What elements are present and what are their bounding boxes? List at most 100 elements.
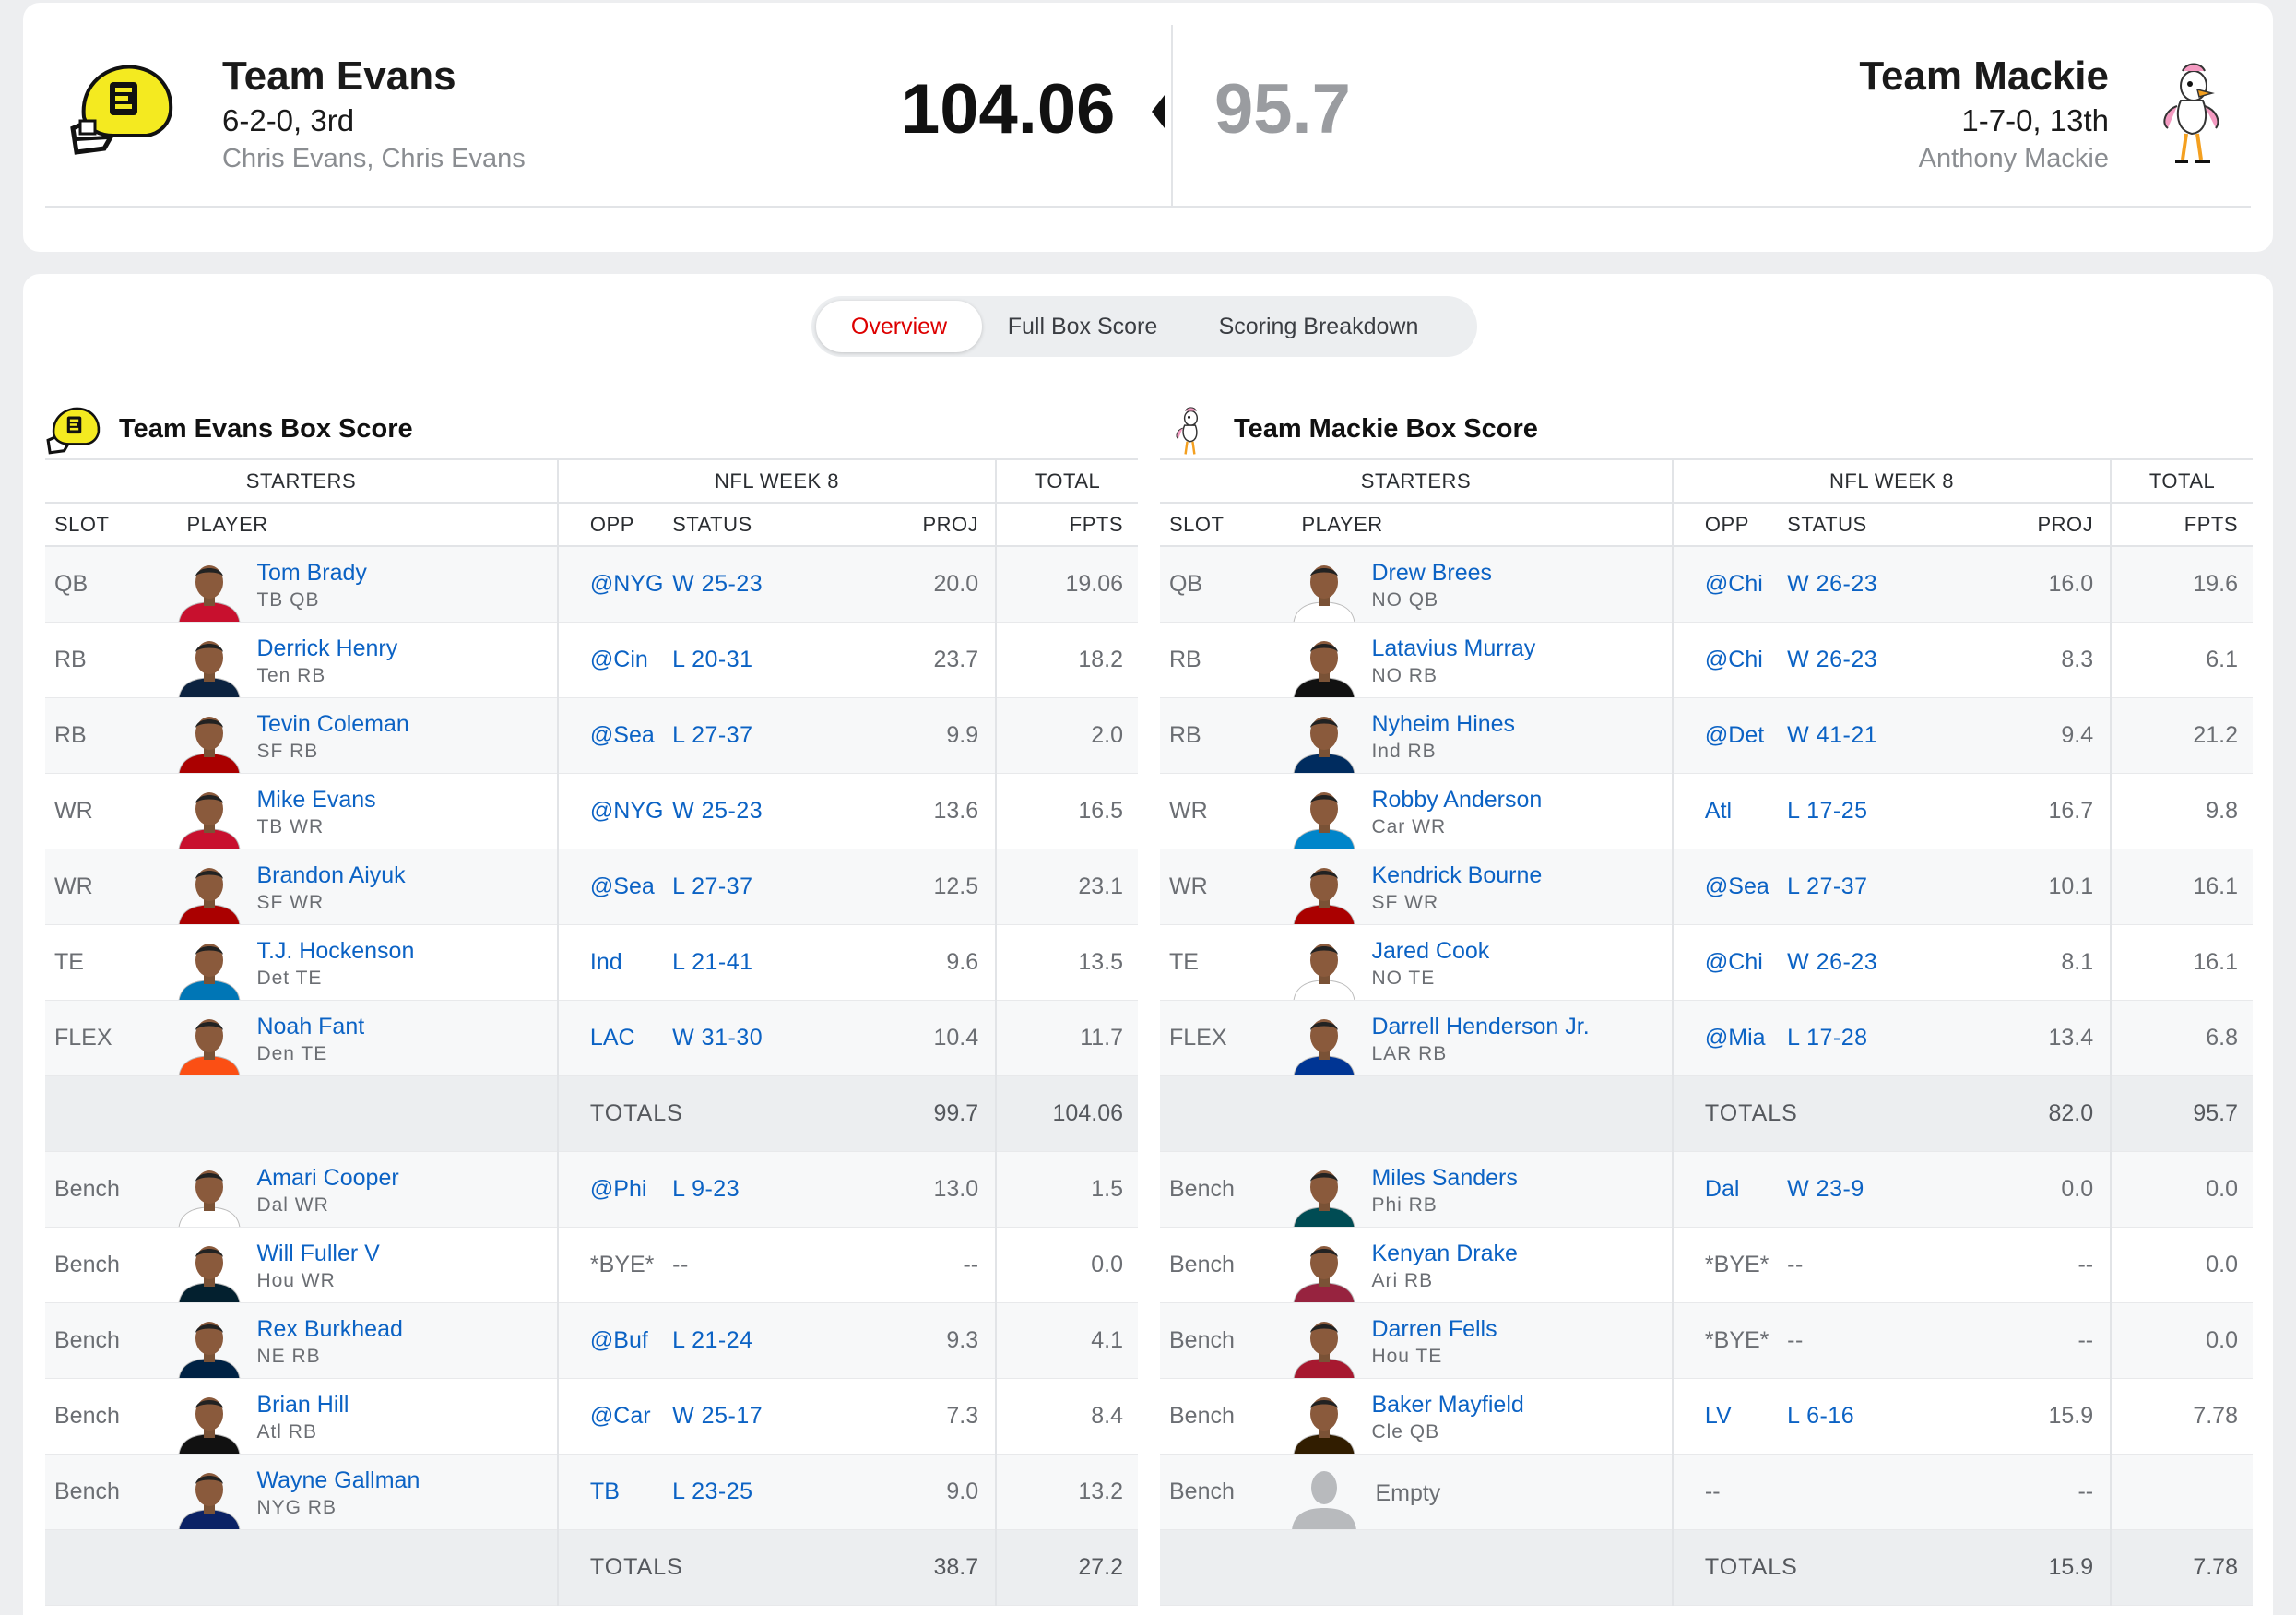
game-status-link[interactable]: W 31-30 [663,1000,850,1076]
opponent-link[interactable]: TB [557,1454,664,1530]
projected-points: 15.9 [1964,1378,2113,1455]
week-header: NFL WEEK 8 [557,458,998,503]
player-name-link[interactable]: Tom Brady [256,560,367,586]
total-fantasy-points: 27.2 [996,1529,1138,1606]
opponent-link[interactable]: Atl [1672,773,1779,849]
status-column-header: STATUS [1778,502,1965,547]
opponent-link[interactable]: @Sea [557,849,664,925]
player-name-link[interactable]: Robby Anderson [1371,786,1543,813]
opponent-link[interactable]: @Car [557,1378,664,1455]
game-status-link[interactable]: L 21-41 [663,924,850,1001]
player-name-link[interactable]: Nyheim Hines [1371,710,1516,737]
opponent-link[interactable]: @Sea [557,697,664,774]
game-status-link[interactable]: L 20-31 [663,622,850,698]
player-team-position: Phi RB [1371,1193,1438,1216]
opponent-link[interactable]: @Mia [1672,1000,1779,1076]
player-cell: Jared Cook NO TE [1279,924,1674,1001]
player-team-position: Cle QB [1371,1420,1440,1443]
game-status-link[interactable]: W 26-23 [1778,546,1965,623]
player-name-link[interactable]: Brandon Aiyuk [256,861,406,888]
player-name-link[interactable]: Miles Sanders [1371,1164,1518,1191]
game-status-link[interactable]: L 21-24 [663,1302,850,1379]
player-name-link[interactable]: Tevin Coleman [256,710,409,737]
game-status-link[interactable]: W 25-23 [663,773,850,849]
away-team-name[interactable]: Team Mackie [1859,53,2109,99]
player-name-link[interactable]: T.J. Hockenson [256,937,415,964]
game-status-link[interactable]: L 27-37 [663,849,850,925]
player-column-header: PLAYER [1279,502,1674,547]
player-cell: Empty [1279,1454,1674,1530]
opponent-link[interactable]: @NYG [557,546,664,623]
fantasy-points: 18.2 [996,622,1138,698]
player-row: RB Tevin Coleman SF RB @Sea L 27-37 9.9 2.0 [45,697,1138,774]
opponent-link[interactable]: Dal [1672,1151,1779,1228]
opponent-link[interactable]: @Phi [557,1151,664,1228]
slot-label: TE [45,924,165,1001]
game-status-link[interactable]: L 17-25 [1778,773,1965,849]
opponent-link[interactable]: LAC [557,1000,664,1076]
opponent-link[interactable]: @Chi [1672,546,1779,623]
slot-label: Bench [1160,1151,1280,1228]
player-team-position: Dal WR [256,1193,329,1216]
opponent-link[interactable]: @Det [1672,697,1779,774]
player-name-link[interactable]: Mike Evans [256,786,376,813]
player-name-link[interactable]: Rex Burkhead [256,1315,403,1342]
projected-points: 8.3 [1964,622,2113,698]
player-name-link[interactable]: Darrell Henderson Jr. [1371,1013,1590,1039]
player-name-link[interactable]: Will Fuller V [256,1240,380,1266]
game-status-link[interactable]: W 25-17 [663,1378,850,1455]
game-status-link[interactable]: W 25-23 [663,546,850,623]
opponent-link[interactable]: @Sea [1672,849,1779,925]
player-headshot [179,1472,241,1528]
game-status-link[interactable]: L 17-28 [1778,1000,1965,1076]
opponent-link[interactable]: @Cin [557,622,664,698]
game-status-link[interactable]: W 41-21 [1778,697,1965,774]
game-status-link[interactable]: L 23-25 [663,1454,850,1530]
player-row: WR Mike Evans TB WR @NYG W 25-23 13.6 16.5 [45,773,1138,849]
empty-slot-label: Empty [1375,1479,1441,1506]
game-status-link[interactable]: W 26-23 [1778,622,1965,698]
player-name-link[interactable]: Drew Brees [1371,560,1493,586]
opponent-link[interactable]: @Buf [557,1302,664,1379]
box-score-table: STARTERS NFL WEEK 8 TOTAL SLOT PLAYER OPP STAT… [1160,458,2253,1606]
tab-overview[interactable]: Overview [816,301,982,352]
opponent-link[interactable]: LV [1672,1378,1779,1455]
game-status-link[interactable]: L 27-37 [1778,849,1965,925]
game-status-link[interactable]: W 26-23 [1778,924,1965,1001]
game-status-link[interactable]: L 9-23 [663,1151,850,1228]
opponent-link[interactable]: @Chi [1672,924,1779,1001]
projected-points: -- [849,1227,998,1303]
player-name-link[interactable]: Jared Cook [1371,937,1490,964]
player-name-link[interactable]: Amari Cooper [256,1164,399,1191]
player-cell: Tevin Coleman SF RB [164,697,559,774]
slot-label: FLEX [1160,1000,1280,1076]
player-name-link[interactable]: Darren Fells [1371,1315,1497,1342]
opponent-link[interactable]: @NYG [557,773,664,849]
projected-points: -- [1964,1454,2113,1530]
player-name-link[interactable]: Baker Mayfield [1371,1391,1524,1418]
player-headshot [1294,1321,1355,1377]
projected-points: 23.7 [849,622,998,698]
player-name-link[interactable]: Derrick Henry [256,635,398,661]
fantasy-points: 16.5 [996,773,1138,849]
opponent-link[interactable]: Ind [557,924,664,1001]
player-name-link[interactable]: Latavius Murray [1371,635,1536,661]
game-status-link[interactable]: L 27-37 [663,697,850,774]
player-name-link[interactable]: Brian Hill [256,1391,349,1418]
player-name-link[interactable]: Kendrick Bourne [1371,861,1543,888]
tab-scoring-breakdown[interactable]: Scoring Breakdown [1218,314,1419,339]
player-row: FLEX Darrell Henderson Jr. LAR RB @Mia L 17-… [1160,1000,2253,1076]
player-headshot [179,640,241,696]
fantasy-points: 13.5 [996,924,1138,1001]
game-status-link[interactable]: W 23-9 [1778,1151,1965,1228]
totals-spacer [1160,1075,1674,1152]
player-name-link[interactable]: Noah Fant [256,1013,365,1039]
player-name-link[interactable]: Wayne Gallman [256,1467,420,1493]
opponent-link[interactable]: @Chi [1672,622,1779,698]
player-name-link[interactable]: Kenyan Drake [1371,1240,1518,1266]
projected-points: 10.4 [849,1000,998,1076]
tab-full-box-score[interactable]: Full Box Score [1007,314,1158,339]
game-status-link[interactable]: L 6-16 [1778,1378,1965,1455]
home-team-name[interactable]: Team Evans [222,53,456,99]
